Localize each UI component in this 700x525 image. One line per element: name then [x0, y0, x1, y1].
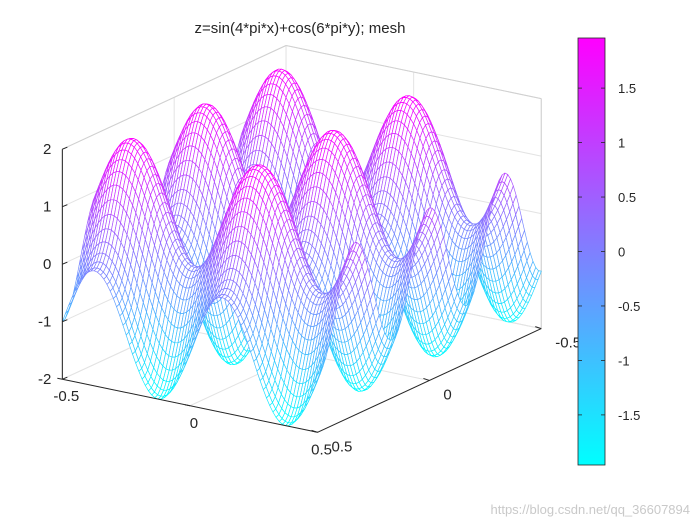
surface-mesh [62, 68, 542, 427]
box-edge [285, 45, 542, 100]
box-edge [62, 45, 287, 150]
